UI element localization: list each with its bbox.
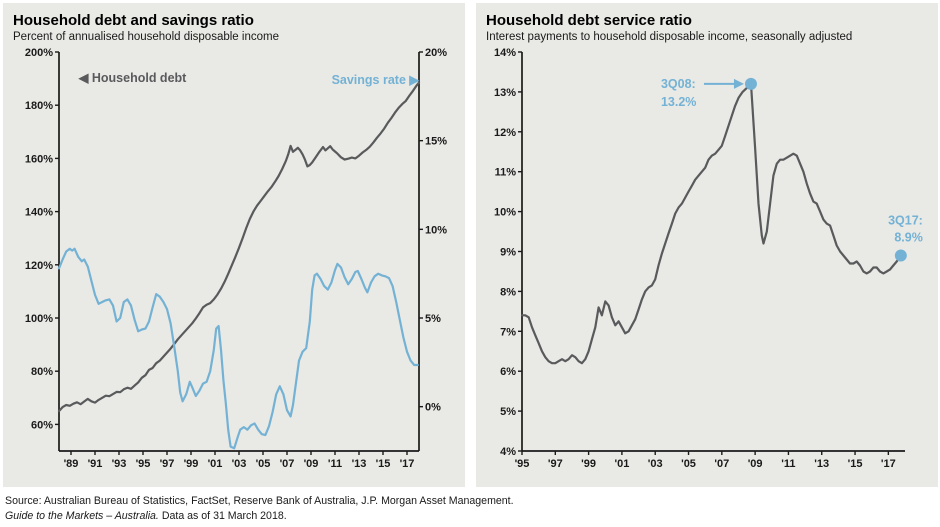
x-axis-tick-label: '07	[280, 458, 295, 470]
y-axis-tick-label: 60%	[31, 419, 53, 431]
annotation-label: 3Q17:	[888, 213, 923, 227]
annotation-dot	[894, 249, 907, 262]
y-axis-tick-label: 8%	[500, 286, 516, 298]
x-axis-tick-label: '91	[88, 458, 103, 470]
x-axis-tick-label: '03	[648, 458, 663, 470]
chart-subtitle: Percent of annualised household disposab…	[13, 31, 279, 43]
x-axis-tick-label: '17	[881, 458, 896, 470]
legend--household-debt: ◀ Household debt	[78, 71, 187, 85]
source-guide-title: Guide to the Markets – Australia.	[5, 509, 159, 522]
x-axis-tick-label: '05	[256, 458, 271, 470]
y-axis-tick-label: 160%	[25, 153, 53, 165]
x-axis-tick-label: '01	[614, 458, 629, 470]
x-axis-tick-label: '13	[814, 458, 829, 470]
y-axis-tick-label: 5%	[425, 313, 441, 325]
x-axis-tick-label: '89	[64, 458, 79, 470]
annotation-label: 3Q08:	[661, 77, 696, 91]
y-axis-tick-label: 180%	[25, 100, 53, 112]
x-axis-tick-label: '01	[208, 458, 223, 470]
x-axis-tick-label: '09	[304, 458, 319, 470]
y-axis-tick-label: 20%	[425, 47, 447, 59]
y-axis-tick-label: 120%	[25, 260, 53, 272]
y-axis-tick-label: 7%	[500, 326, 516, 338]
x-axis-tick-label: '13	[352, 458, 367, 470]
y-axis-tick-label: 10%	[425, 224, 447, 236]
x-axis-tick-label: '07	[714, 458, 729, 470]
x-axis-tick-label: '15	[376, 458, 391, 470]
y-axis-tick-label: 4%	[500, 446, 516, 458]
x-axis-tick-label: '97	[548, 458, 563, 470]
x-axis-tick-label: '95	[136, 458, 151, 470]
x-axis-tick-label: '11	[328, 458, 342, 470]
debt-service-chart: 14% 13% 12% 11% 10% 9% 8% 7% 6% 5% 4%'95 '97 '99 '01 '…	[494, 47, 923, 470]
x-axis-tick-label: '03	[232, 458, 247, 470]
chart-title: Household debt and savings ratio	[13, 12, 254, 29]
annotation-label: 13.2%	[661, 95, 696, 109]
y-axis-tick-label: 80%	[31, 366, 53, 378]
x-axis-tick-label: '99	[184, 458, 199, 470]
line-household-debt	[57, 81, 421, 413]
annotation-arrowhead	[733, 78, 744, 89]
panel-household-debt-savings: Household debt and savings ratio Percent…	[3, 3, 465, 487]
annotation-label: 8.9%	[894, 230, 923, 244]
x-axis-tick-label: '93	[112, 458, 127, 470]
x-axis-tick-label: '97	[160, 458, 175, 470]
legend-savings-rate-: Savings rate ▶	[332, 73, 421, 87]
y-axis-tick-label: 100%	[25, 313, 53, 325]
y-axis-tick-label: 13%	[494, 87, 516, 99]
x-axis-tick-label: '05	[681, 458, 696, 470]
line-savings-rate	[57, 247, 419, 450]
x-axis-tick-label: '09	[748, 458, 763, 470]
x-axis-tick-label: '17	[400, 458, 415, 470]
y-axis-tick-label: 15%	[425, 136, 447, 148]
chart-subtitle: Interest payments to household disposabl…	[486, 31, 853, 43]
source-note: Source: Australian Bureau of Statistics,…	[0, 487, 940, 524]
debt-savings-chart: 200% 180% 160% 140% 120% 100% 80% 60% 20% 15% 10% 5…	[25, 47, 447, 470]
x-axis-tick-label: '99	[581, 458, 596, 470]
x-axis-tick-label: '11	[781, 458, 795, 470]
y-axis-tick-label: 200%	[25, 47, 53, 59]
y-axis-tick-label: 6%	[500, 366, 516, 378]
chart-title: Household debt service ratio	[486, 12, 692, 29]
y-axis-tick-label: 12%	[494, 127, 516, 139]
y-axis-tick-label: 14%	[494, 47, 516, 59]
y-axis-tick-label: 11%	[495, 167, 517, 179]
source-line1: Source: Australian Bureau of Statistics,…	[5, 495, 514, 507]
y-axis-tick-label: 5%	[500, 406, 516, 418]
x-axis-tick-label: '95	[515, 458, 530, 470]
panel-debt-service-ratio: Household debt service ratio Interest pa…	[476, 3, 938, 487]
y-axis-tick-label: 0%	[425, 402, 441, 414]
chart-panels: Household debt and savings ratio Percent…	[3, 3, 938, 487]
y-axis-tick-label: 140%	[25, 207, 53, 219]
y-axis-tick-label: 9%	[500, 247, 516, 259]
line-debt-service-ratio	[520, 82, 902, 365]
y-axis-tick-label: 10%	[494, 207, 516, 219]
source-date: Data as of 31 March 2018.	[158, 509, 287, 522]
x-axis-tick-label: '15	[848, 458, 863, 470]
annotation-dot	[744, 77, 757, 90]
